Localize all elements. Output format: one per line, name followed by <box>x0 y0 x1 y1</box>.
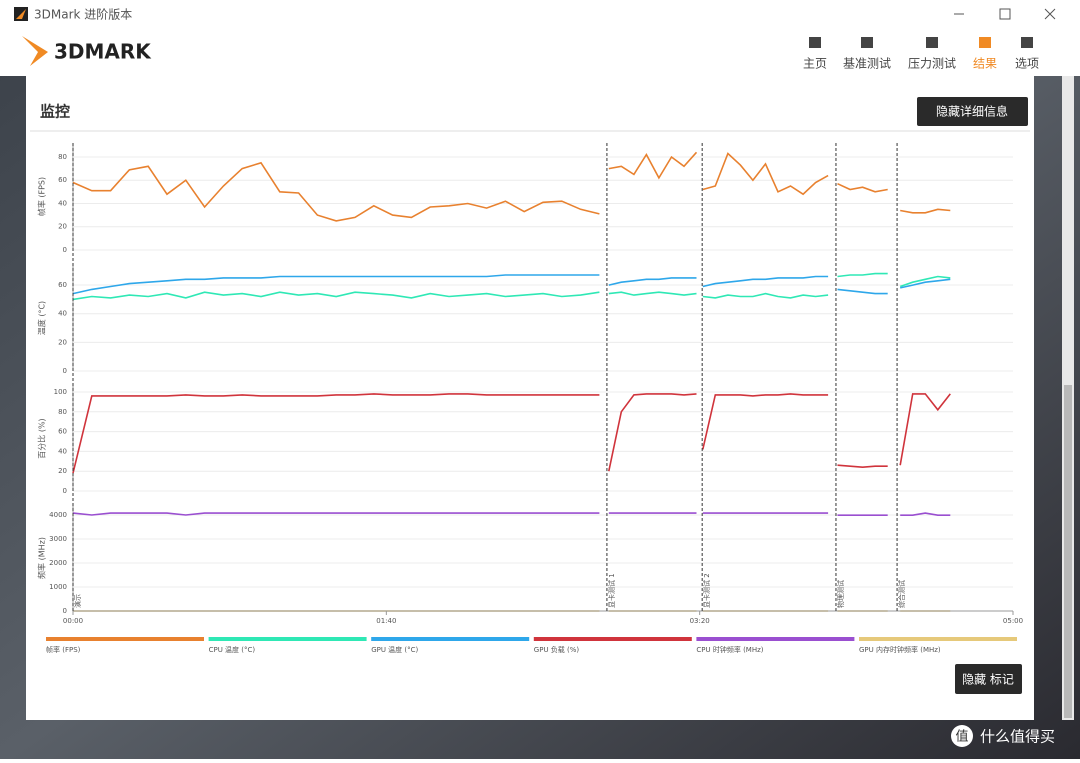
nav-icon[interactable] <box>926 37 938 48</box>
watermark-icon <box>951 725 973 747</box>
x-tick-label: 00:00 <box>63 617 83 625</box>
y-tick-label: 100 <box>54 388 67 396</box>
marker-label: 综合测试 <box>897 580 906 608</box>
hide-markers-label[interactable]: 隐藏 标记 <box>962 673 1014 687</box>
logo-text: 3DMARK <box>54 40 152 64</box>
y-tick-label: 20 <box>58 467 67 475</box>
header <box>0 0 1080 76</box>
y-tick-label: 40 <box>58 447 67 455</box>
scrollbar-thumb[interactable] <box>1064 385 1072 718</box>
y-tick-label: 20 <box>58 223 67 231</box>
legend-swatch[interactable] <box>46 637 204 641</box>
x-tick-label: 05:00 <box>1003 617 1023 625</box>
series-line <box>72 151 951 222</box>
x-tick-label: 03:20 <box>690 617 710 625</box>
logo-mark <box>22 36 48 66</box>
y-tick-label: 2000 <box>49 559 67 567</box>
nav-label[interactable]: 压力测试 <box>908 56 956 71</box>
close-button[interactable] <box>1044 8 1056 20</box>
chart: 0 20 40 60 80 帧率 (FPS) 0 20 40 60 温度 (°C) 0 20 40 60 80… <box>37 143 1023 654</box>
legend-label[interactable]: CPU 温度 (°C) <box>209 645 256 654</box>
legend-swatch[interactable] <box>371 637 530 641</box>
marker-label: 演示 <box>73 594 82 608</box>
y-axis-label: 温度 (°C) <box>37 301 47 335</box>
y-tick-label: 60 <box>58 428 67 436</box>
y-tick-label: 20 <box>58 338 67 346</box>
marker-label: 显卡测试 1 <box>607 573 616 608</box>
y-tick-label: 0 <box>63 607 67 615</box>
legend-label[interactable]: CPU 时钟频率 (MHz) <box>696 645 763 654</box>
content-panel <box>26 76 1034 720</box>
legend-swatch[interactable] <box>859 637 1017 641</box>
y-tick-label: 4000 <box>49 511 67 519</box>
y-axis-label: 频率 (MHz) <box>37 537 47 579</box>
watermark-icon-text: 值 <box>955 729 968 745</box>
app-icon-mark <box>16 9 26 19</box>
series-line <box>72 274 951 295</box>
y-tick-label: 80 <box>58 408 67 416</box>
y-axis-label: 帧率 (FPS) <box>37 177 47 216</box>
legend-swatch[interactable] <box>533 637 692 641</box>
legend-label[interactable]: GPU 温度 (°C) <box>371 645 418 654</box>
y-tick-label: 60 <box>58 281 67 289</box>
hide-details-label[interactable]: 隐藏详细信息 <box>936 104 1008 119</box>
legend-swatch[interactable] <box>208 637 367 641</box>
y-axis-label: 百分比 (%) <box>37 418 47 458</box>
x-tick-label: 01:40 <box>376 617 396 625</box>
y-tick-label: 0 <box>63 246 67 254</box>
nav-label[interactable]: 结果 <box>973 57 997 71</box>
nav-icon[interactable] <box>861 37 873 48</box>
window-title: 3DMark 进阶版本 <box>34 8 132 22</box>
section-title: 监控 <box>40 103 70 121</box>
hide-details-button[interactable] <box>917 97 1028 126</box>
nav-label[interactable]: 基准测试 <box>843 56 891 71</box>
legend-swatch[interactable] <box>696 637 855 641</box>
series-line <box>72 512 951 516</box>
nav-icon[interactable] <box>809 37 821 48</box>
y-tick-label: 1000 <box>49 583 67 591</box>
y-tick-label: 40 <box>58 199 67 207</box>
watermark-text: 什么值得买 <box>980 728 1055 746</box>
nav-label[interactable]: 主页 <box>803 57 827 71</box>
y-tick-label: 3000 <box>49 535 67 543</box>
marker-label: 物理测试 <box>836 580 845 608</box>
y-tick-label: 40 <box>58 310 67 318</box>
nav-label[interactable]: 选项 <box>1015 57 1039 71</box>
nav-icon[interactable] <box>979 37 991 48</box>
legend-label[interactable]: 帧率 (FPS) <box>46 645 81 654</box>
legend-label[interactable]: GPU 负载 (%) <box>534 645 580 654</box>
maximize-button[interactable] <box>999 8 1011 20</box>
marker-label: 显卡测试 2 <box>702 573 711 608</box>
nav: 主页 基准测试 压力测试 结果 选项 <box>803 37 1039 71</box>
y-tick-label: 60 <box>58 176 67 184</box>
y-tick-label: 80 <box>58 153 67 161</box>
legend-label[interactable]: GPU 内存时钟频率 (MHz) <box>859 645 941 654</box>
y-tick-label: 0 <box>63 487 67 495</box>
series-line <box>72 272 951 301</box>
series-line <box>72 393 951 474</box>
hide-markers-button[interactable] <box>955 664 1022 694</box>
y-tick-label: 0 <box>63 367 67 375</box>
nav-icon[interactable] <box>1021 37 1033 48</box>
